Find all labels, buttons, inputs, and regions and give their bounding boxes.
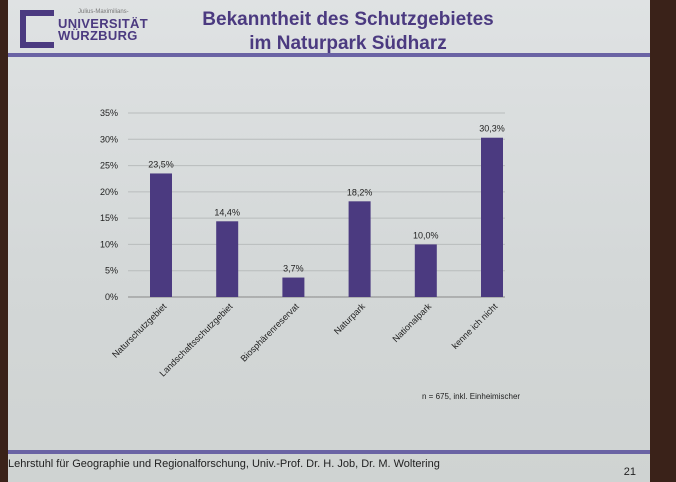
slide: Julius-Maximilians- UNIVERSITÄT WÜRZBURG … bbox=[8, 0, 650, 482]
bar bbox=[348, 201, 371, 297]
university-logo: Julius-Maximilians- UNIVERSITÄT WÜRZBURG bbox=[20, 6, 170, 48]
header-divider bbox=[8, 53, 650, 57]
y-tick-label: 10% bbox=[100, 239, 118, 249]
title-line2: im Naturpark Südharz bbox=[249, 33, 447, 54]
category-label: kenne ich nicht bbox=[450, 301, 500, 351]
y-tick-label: 20% bbox=[100, 187, 118, 197]
data-label: 10,0% bbox=[413, 230, 439, 240]
category-label: Nationalpark bbox=[390, 301, 433, 344]
data-label: 18,2% bbox=[347, 187, 373, 197]
data-label: 23,5% bbox=[148, 159, 174, 169]
category-label: Naturschutzgebiet bbox=[110, 301, 169, 360]
logo-line2: WÜRZBURG bbox=[58, 28, 138, 43]
page-number: 21 bbox=[623, 466, 636, 478]
y-tick-label: 35% bbox=[100, 108, 118, 118]
data-label: 3,7% bbox=[283, 264, 304, 274]
sample-note: n = 675, inkl. Einheimischer bbox=[422, 392, 521, 401]
logo-line1: UNIVERSITÄT bbox=[58, 16, 148, 31]
bar bbox=[216, 221, 239, 297]
footer-text: Lehrstuhl für Geographie und Regionalfor… bbox=[8, 458, 440, 470]
y-tick-label: 30% bbox=[100, 134, 118, 144]
bar bbox=[414, 244, 437, 297]
footer-divider bbox=[8, 450, 650, 454]
y-tick-label: 15% bbox=[100, 213, 118, 223]
logo-frame bbox=[20, 10, 54, 48]
category-label: Naturpark bbox=[332, 301, 367, 336]
data-label: 30,3% bbox=[479, 124, 505, 134]
bar bbox=[282, 277, 305, 297]
y-tick-label: 25% bbox=[100, 161, 118, 171]
bar bbox=[150, 173, 172, 297]
y-tick-label: 5% bbox=[105, 266, 118, 276]
logo-text: UNIVERSITÄT WÜRZBURG bbox=[58, 16, 148, 43]
title-line1: Bekanntheit des Schutzgebietes bbox=[202, 9, 494, 30]
data-label: 14,4% bbox=[214, 207, 240, 217]
logo-small-text: Julius-Maximilians- bbox=[78, 9, 129, 15]
y-tick-label: 0% bbox=[105, 292, 118, 302]
category-label: Landschaftsschutzgebiet bbox=[157, 301, 234, 378]
category-label: Biosphärenreservat bbox=[239, 301, 302, 364]
bar bbox=[481, 137, 503, 297]
slide-title: Bekanntheit des Schutzgebietes im Naturpa… bbox=[168, 8, 528, 56]
